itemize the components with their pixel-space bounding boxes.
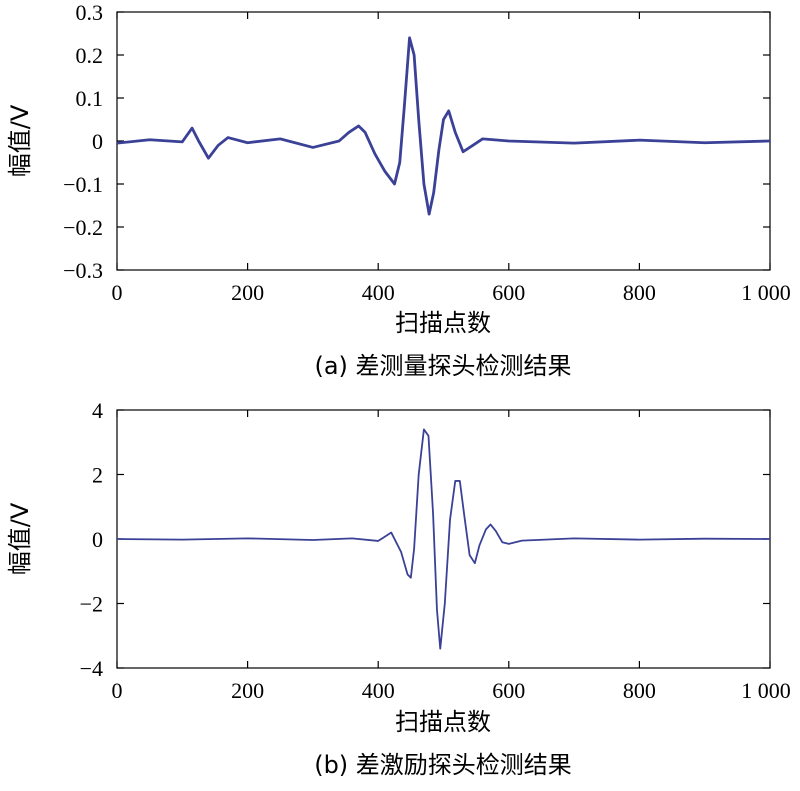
- y-tick-label-a: −0.2: [63, 215, 103, 240]
- y-tick-label-a: −0.3: [63, 258, 103, 283]
- x-tick-label-b: 600: [492, 678, 525, 703]
- y-tick-label-a: 0.2: [76, 43, 104, 68]
- y-tick-label-a: −0.1: [63, 172, 103, 197]
- caption-b: (b) 差激励探头检测结果: [314, 751, 572, 779]
- panel-b: 0 200 400 600 800 1 000 −4 −2 0 2 4 幅值/V 扫描点数 (b) …: [6, 398, 791, 779]
- caption-a: (a) 差测量探头检测结果: [314, 352, 571, 380]
- y-tick-label-b: −2: [80, 592, 103, 617]
- x-tick-label-a: 800: [623, 280, 656, 305]
- y-tick-label-a: 0: [92, 129, 103, 154]
- y-tick-label-b: 4: [92, 398, 103, 423]
- x-tick-label-a: 200: [231, 280, 264, 305]
- y-axis-label-b: 幅值/V: [6, 502, 34, 575]
- y-tick-label-a: 0.1: [76, 86, 104, 111]
- y-tick-label-a: 0.3: [76, 0, 104, 25]
- x-axis-label-a: 扫描点数: [395, 309, 491, 337]
- series-path-a-0: [116, 36, 771, 216]
- x-tick-label-b: 200: [231, 678, 264, 703]
- x-tick-label-a: 600: [492, 280, 525, 305]
- series-path-b-0: [116, 428, 771, 650]
- series-line-b: [116, 428, 771, 650]
- series-line-a: [116, 36, 771, 216]
- x-axis-label-b: 扫描点数: [395, 708, 491, 736]
- x-tick-label-b: 800: [623, 678, 656, 703]
- y-tick-label-b: 2: [92, 463, 103, 488]
- x-tick-label-b: 400: [362, 678, 395, 703]
- x-tick-label-a: 0: [112, 280, 123, 305]
- y-tick-label-b: −4: [80, 656, 103, 681]
- x-tick-label-a: 1 000: [741, 280, 791, 305]
- x-tick-label-b: 0: [112, 678, 123, 703]
- x-tick-label-b: 1 000: [741, 678, 791, 703]
- y-tick-label-b: 0: [92, 527, 103, 552]
- y-axis-label-a: 幅值/V: [6, 104, 34, 177]
- ticks-b: 0 200 400 600 800 1 000 −4 −2 0 2 4: [80, 398, 791, 703]
- panel-a: 0 200 400 600 800 1 000 −0.3 −0.2 −0.1 0 0.1 0.2 0.3…: [6, 0, 791, 380]
- x-tick-label-a: 400: [362, 280, 395, 305]
- ticks-a: 0 200 400 600 800 1 000 −0.3 −0.2 −0.1 0 0.1 0.2 0.3: [63, 0, 791, 305]
